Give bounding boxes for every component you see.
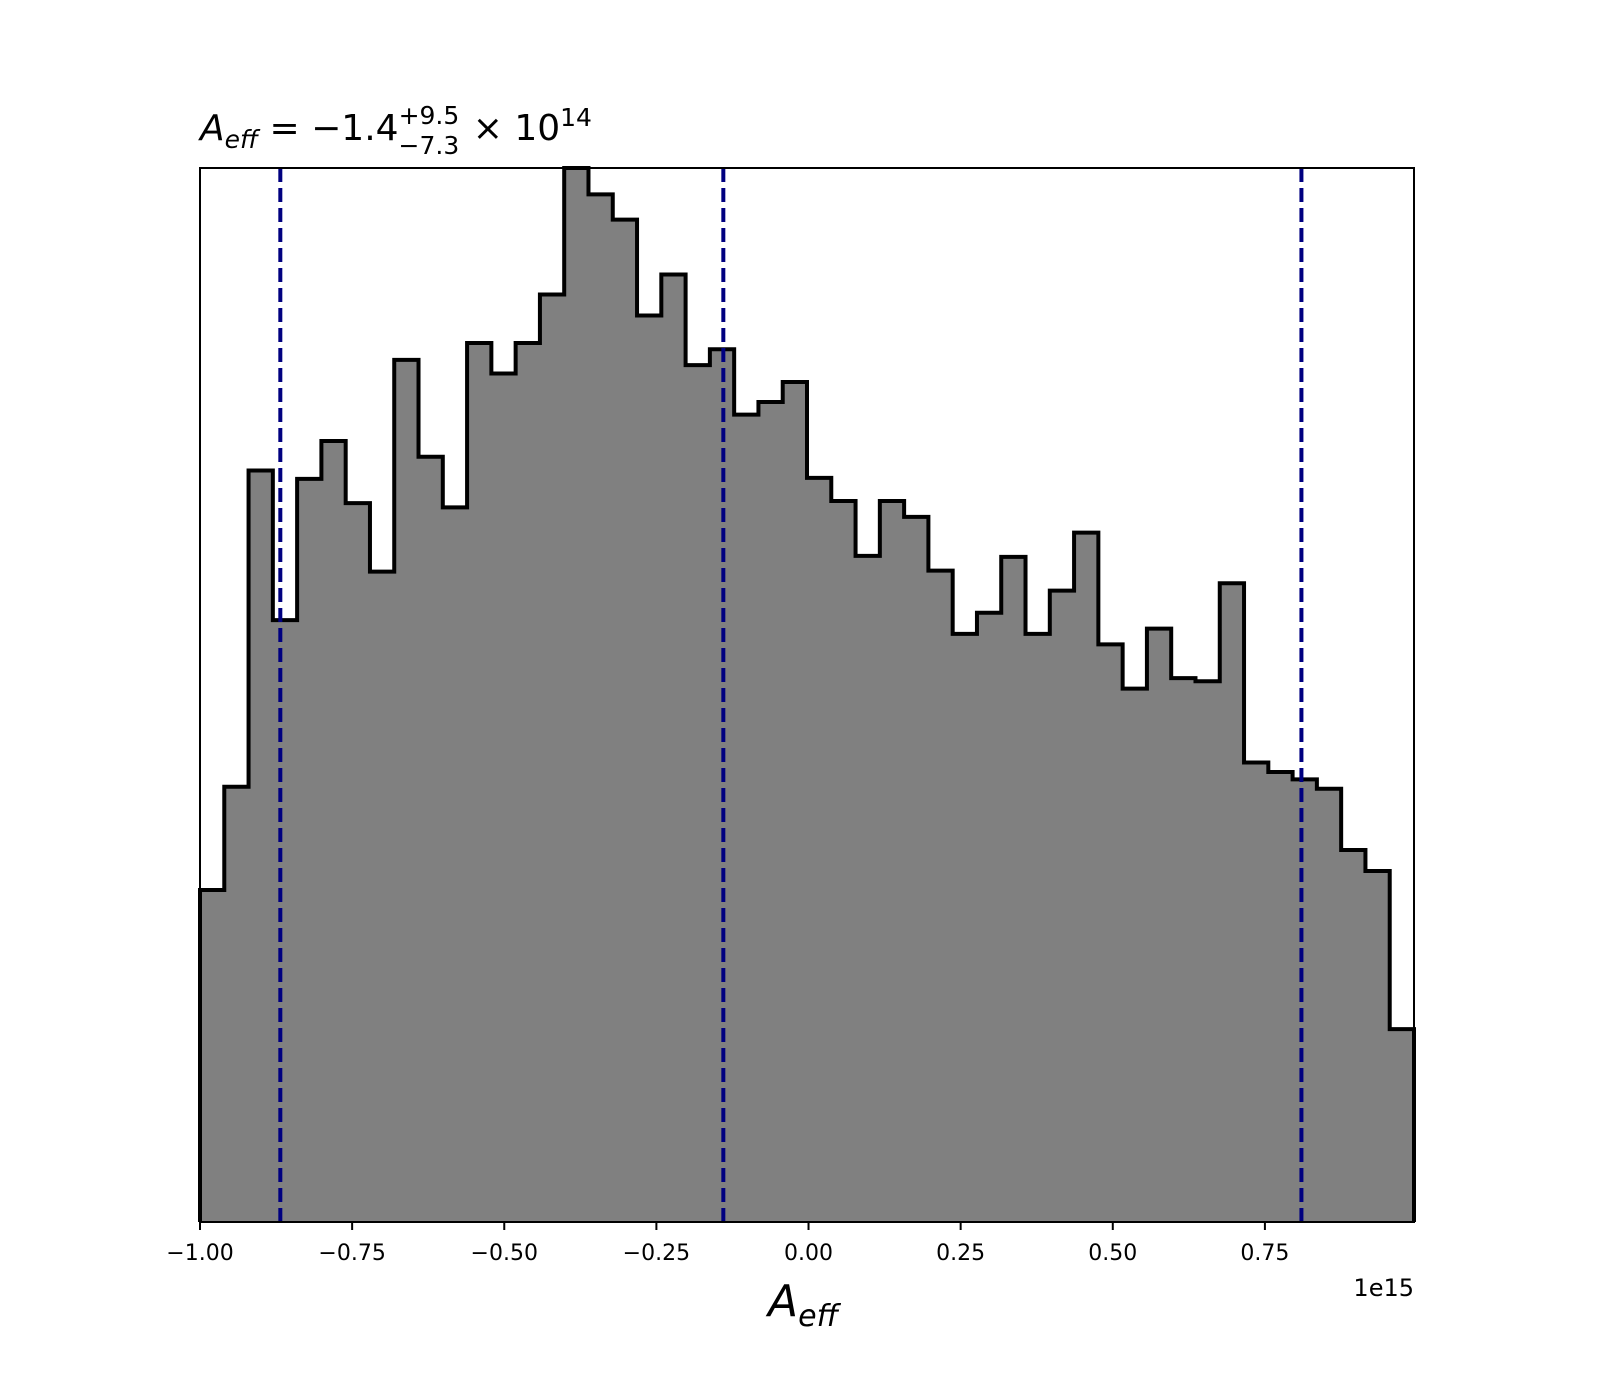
histogram-bar	[1122, 688, 1148, 1222]
histogram-bar	[491, 373, 517, 1222]
x-axis-ticks: −1.00 −0.75 −0.50 −0.25 0.00 0.25 0.50 0.75	[166, 1222, 1289, 1266]
histogram-bar	[467, 342, 492, 1223]
title-lower-error: −7.3	[399, 131, 460, 160]
histogram-bar	[272, 620, 298, 1222]
histogram-bar	[442, 507, 468, 1222]
histogram-bar	[515, 342, 541, 1223]
plot-area: −1.00 −0.75 −0.50 −0.25 0.00 0.25 0.50 0.75	[166, 166, 1416, 1266]
histogram-bar	[588, 194, 614, 1223]
histogram-bar	[321, 440, 347, 1222]
histogram-bar	[345, 503, 371, 1222]
histogram-bar	[831, 501, 857, 1222]
histogram-bar	[855, 555, 881, 1222]
histogram-bar	[612, 219, 638, 1222]
x-tick-label: −0.75	[318, 1241, 385, 1266]
axes-frame	[199, 167, 1415, 1223]
histogram-bar	[200, 889, 225, 1222]
x-tick-label: −1.00	[166, 1241, 233, 1266]
title-median: −1.4	[311, 108, 398, 149]
histogram-bar	[782, 381, 808, 1223]
histogram-bar	[1365, 871, 1391, 1222]
histogram-bar	[637, 315, 662, 1222]
x-tick-label: −0.50	[471, 1241, 538, 1266]
histogram-bar	[224, 786, 250, 1222]
title-times: × 10	[461, 108, 560, 149]
histogram-bar	[394, 359, 420, 1223]
histogram-bar	[1292, 779, 1318, 1222]
histogram-bar	[734, 414, 760, 1222]
title-symbol-subscript: eff	[225, 125, 261, 154]
histogram-bar	[369, 571, 395, 1222]
title-exponent: 14	[560, 103, 592, 132]
histogram-bar	[1268, 771, 1294, 1222]
histogram-bar	[1001, 556, 1027, 1222]
histogram-bar	[807, 477, 832, 1222]
histogram-bar	[1341, 849, 1367, 1222]
histogram-bars	[200, 168, 1415, 1223]
x-axis-label-subscript: eff	[798, 1299, 841, 1334]
histogram-bar	[1146, 628, 1172, 1222]
histogram-bar	[685, 365, 711, 1223]
histogram-bar	[1389, 1029, 1415, 1222]
histogram-bar	[1171, 678, 1197, 1222]
x-axis-label-main: A	[765, 1276, 798, 1327]
histogram-bar	[539, 294, 565, 1223]
histogram-bar	[1098, 644, 1124, 1222]
x-tick-label: 0.75	[1240, 1241, 1289, 1266]
histogram-bar	[952, 633, 978, 1222]
title-equals: =	[258, 108, 311, 149]
histogram-bar	[1195, 681, 1221, 1222]
histogram-bar	[297, 478, 322, 1222]
x-tick-label: 0.50	[1088, 1241, 1137, 1266]
histogram-bar	[976, 612, 1002, 1222]
histogram-bar	[1316, 788, 1342, 1222]
histogram-bar	[1219, 583, 1245, 1222]
x-tick-label: 0.25	[936, 1241, 985, 1266]
histogram-bar	[418, 456, 444, 1222]
histogram-bar	[879, 501, 905, 1222]
histogram-outline	[198, 166, 1416, 1222]
histogram-bar	[758, 401, 784, 1222]
histogram-bar	[248, 470, 274, 1222]
x-axis-offset-label: 1e15	[1353, 1274, 1414, 1302]
quantile-lines	[278, 168, 1304, 1222]
histogram-bar	[661, 274, 687, 1222]
x-tick-label: −0.25	[623, 1241, 690, 1266]
chart-title: Aeff = −1.4+9.5 −7.3 × 1014	[198, 101, 592, 160]
histogram-bar	[564, 168, 590, 1222]
histogram-bar	[1074, 532, 1099, 1222]
histogram-bar	[1244, 762, 1269, 1222]
x-axis-label: Aeff	[765, 1276, 842, 1334]
histogram-bar	[1025, 633, 1051, 1222]
histogram-bar	[1049, 590, 1075, 1222]
title-symbol: A	[198, 108, 225, 149]
histogram-bar	[928, 570, 954, 1222]
x-tick-label: 0.00	[784, 1241, 833, 1266]
title-upper-error: +9.5	[399, 101, 460, 130]
histogram-bar	[904, 516, 929, 1222]
